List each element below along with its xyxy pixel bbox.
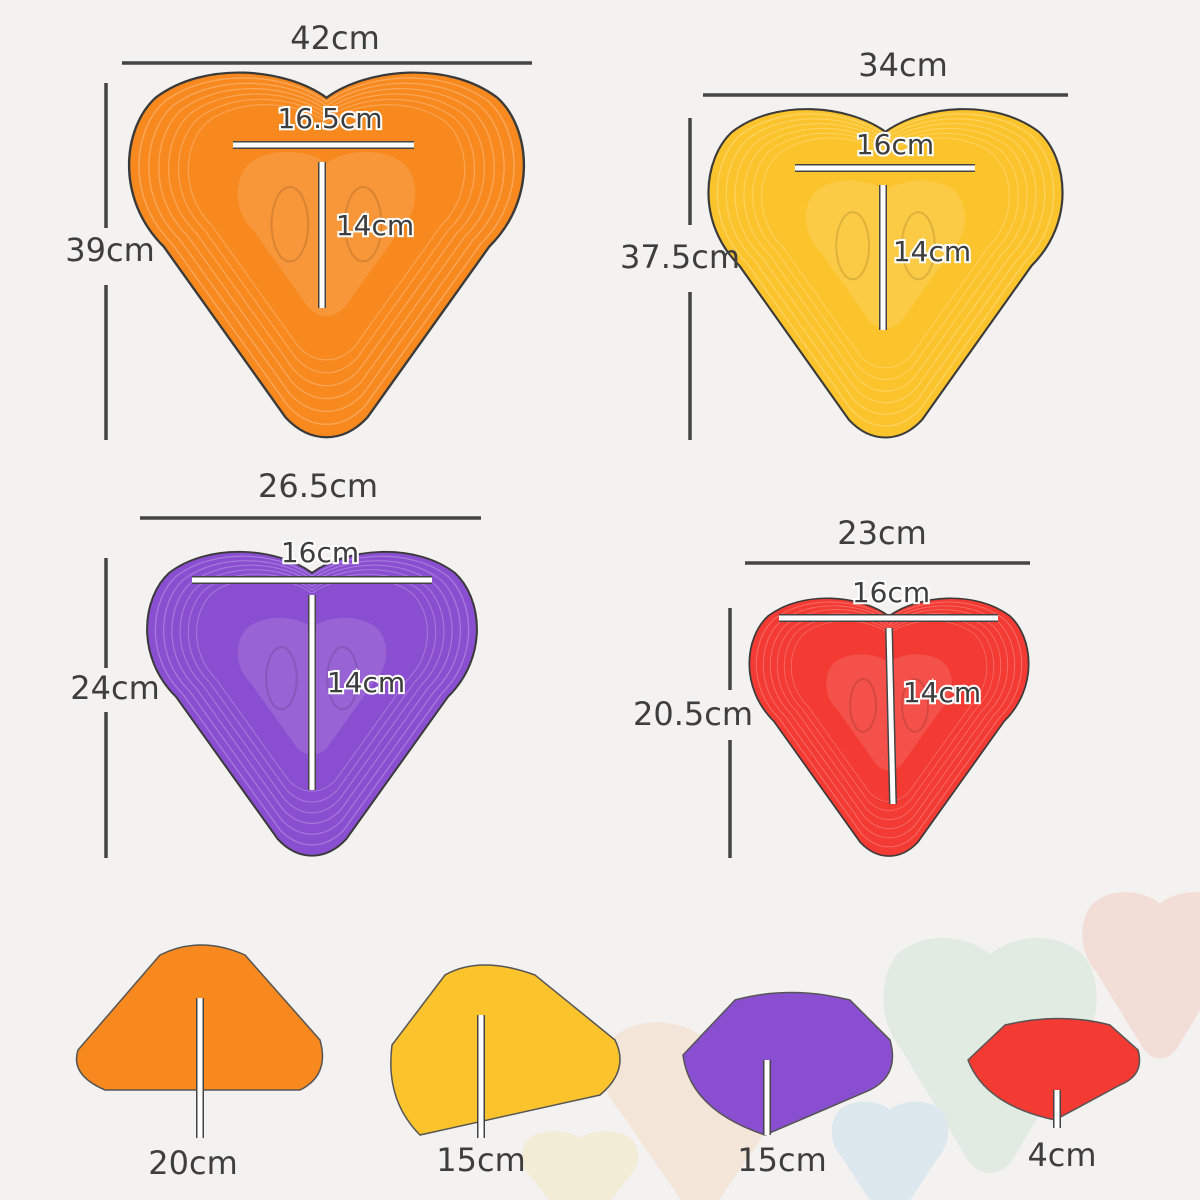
footprint-icon [900,678,929,733]
footprint-icon [343,186,383,263]
red-stone-side-view [967,1017,1141,1121]
purple-length-label: 24cm [70,669,159,707]
side-views [75,944,1141,1136]
red-width-label: 23cm [837,514,926,552]
yellow-foot-width-label: 16cm [856,128,934,161]
orange-foot-length-label: 14cm [336,209,414,242]
footprint-icon [835,211,871,281]
footprint-icon [849,678,878,733]
yellow-width-label: 34cm [858,46,947,84]
orange-height-label: 20cm [148,1144,237,1182]
yellow-height-label: 15cm [436,1141,525,1179]
purple-side-shape [682,991,894,1136]
purple-foot-length-label: 14cm [327,666,405,699]
red-side-shape [967,1017,1141,1121]
footprint-icon [265,646,298,711]
yellow-side-shape [390,964,621,1136]
yellow-stone-top-view [706,107,1065,440]
red-height-label: 4cm [1027,1136,1096,1174]
yellow-stone-side-view [390,964,621,1136]
red-length-label: 20.5cm [633,695,753,733]
red-foot-length-label: 14cm [903,676,981,709]
dimension-lines [104,61,1068,1138]
red-foot-width-label: 16cm [852,576,930,609]
orange-foot-width-label: 16.5cm [277,102,382,135]
orange-width-label: 42cm [290,19,379,57]
footprint-icon [326,646,359,711]
inner-dimension-line [886,627,896,805]
purple-height-label: 15cm [737,1141,826,1179]
footprint-icon [270,186,310,263]
red-stone-top-view [747,596,1031,858]
footprint-icon [900,211,936,281]
purple-stone-side-view [682,991,894,1136]
orange-length-label: 39cm [65,231,154,269]
purple-stone-top-view [145,550,479,858]
yellow-length-label: 37.5cm [620,238,740,276]
purple-foot-width-label: 16cm [281,536,359,569]
purple-width-label: 26.5cm [258,467,378,505]
top-views [129,73,1065,858]
orange-stone-top-view [129,73,524,438]
yellow-foot-length-label: 14cm [893,235,971,268]
